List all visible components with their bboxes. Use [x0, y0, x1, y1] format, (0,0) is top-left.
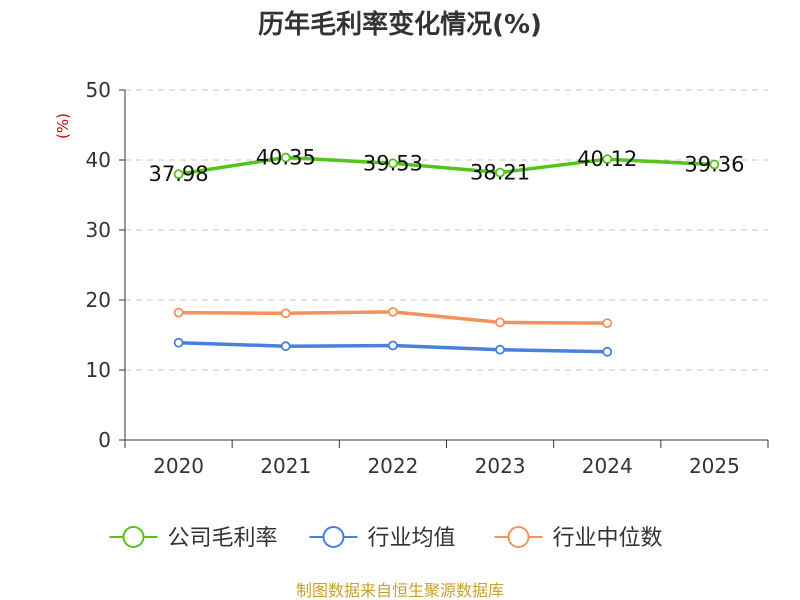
x-tick-label: 2025: [689, 454, 740, 478]
x-tick-label: 2020: [153, 454, 204, 478]
legend-item: 行业中位数: [494, 526, 663, 551]
data-point: [173, 169, 184, 180]
data-label: 38.21: [470, 161, 530, 185]
data-label: 37.98: [149, 162, 209, 186]
data-point: [173, 337, 184, 348]
y-tick-label: 50: [86, 78, 111, 102]
chart-title: 历年毛利率变化情况(%): [258, 9, 542, 40]
legend-marker: [507, 526, 530, 548]
y-tick-label: 20: [86, 288, 111, 312]
data-point: [280, 308, 291, 319]
y-tick-label: 30: [86, 218, 111, 242]
data-label: 39.36: [684, 152, 744, 176]
data-point: [388, 158, 398, 169]
legend-marker: [122, 526, 145, 548]
legend-label: 行业中位数: [553, 526, 663, 551]
x-tick-label: 2023: [475, 454, 526, 478]
data-point: [173, 307, 184, 318]
data-point: [602, 346, 613, 357]
y-tick-label: 40: [86, 148, 111, 172]
data-point: [495, 167, 505, 178]
legend-item: 公司毛利率: [109, 526, 278, 551]
series-line: [176, 155, 717, 176]
x-tick-label: 2022: [367, 454, 418, 478]
y-axis-label: (%): [54, 113, 72, 139]
legend-label: 行业均值: [368, 526, 456, 551]
x-tick-label: 2024: [582, 454, 633, 478]
data-label: 40.35: [256, 146, 316, 170]
data-point: [388, 340, 398, 351]
source-note: 制图数据来自恒生聚源数据库: [296, 581, 504, 600]
data-point: [495, 317, 505, 328]
data-point: [388, 306, 398, 317]
data-point: [280, 341, 291, 352]
data-label: 40.12: [577, 147, 637, 171]
x-tick-label: 2021: [260, 454, 311, 478]
data-point: [280, 152, 291, 163]
data-point: [602, 154, 613, 165]
data-point: [602, 318, 613, 329]
y-tick-label: 10: [86, 358, 111, 382]
data-label: 39.53: [363, 151, 423, 175]
y-tick-label: 0: [98, 428, 111, 452]
legend-item: 行业均值: [309, 526, 456, 551]
legend-label: 公司毛利率: [168, 526, 278, 551]
data-point: [495, 344, 505, 355]
data-point: [709, 159, 720, 170]
legend-marker: [322, 526, 345, 548]
